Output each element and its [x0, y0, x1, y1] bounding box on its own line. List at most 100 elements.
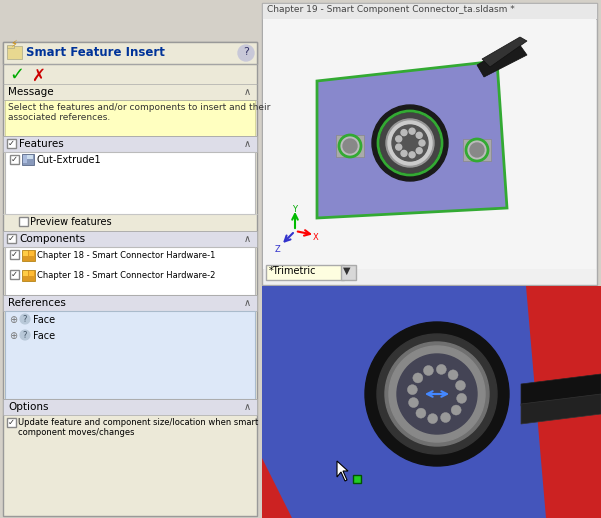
Circle shape [413, 373, 423, 383]
Text: ✗: ✗ [31, 67, 45, 85]
Bar [7, 234, 16, 243]
Polygon shape [262, 458, 292, 518]
Circle shape [470, 143, 484, 157]
Text: Chapter 18 - Smart Connector Hardware-2: Chapter 18 - Smart Connector Hardware-2 [37, 271, 215, 280]
Bar [336, 135, 364, 157]
Circle shape [409, 397, 418, 408]
Circle shape [372, 105, 448, 181]
Circle shape [409, 128, 415, 134]
Bar [5, 247, 255, 295]
Bar [5, 152, 255, 214]
Text: ?: ? [243, 47, 249, 57]
Circle shape [392, 125, 428, 161]
Circle shape [456, 380, 466, 391]
Text: Smart Feature Insert: Smart Feature Insert [26, 46, 165, 59]
Text: ✓: ✓ [8, 234, 15, 243]
Bar [7, 418, 16, 427]
Text: ✓: ✓ [11, 270, 18, 279]
Polygon shape [317, 61, 507, 218]
Text: ?: ? [22, 315, 26, 324]
Circle shape [20, 314, 30, 324]
Circle shape [343, 139, 357, 153]
Text: ⊕: ⊕ [9, 331, 17, 341]
Circle shape [407, 385, 417, 395]
Circle shape [386, 119, 434, 167]
Bar [3, 295, 257, 311]
Polygon shape [337, 461, 348, 481]
Circle shape [451, 405, 461, 415]
Bar [22, 154, 34, 165]
Circle shape [385, 342, 489, 446]
Circle shape [448, 370, 458, 380]
Bar [262, 3, 597, 19]
Bar [10, 250, 19, 259]
Text: ∧: ∧ [244, 234, 251, 244]
Polygon shape [521, 374, 601, 406]
Bar [29, 271, 34, 276]
Text: ✓: ✓ [11, 155, 18, 164]
Circle shape [401, 150, 407, 156]
Circle shape [388, 121, 432, 165]
Bar [5, 311, 255, 399]
Text: Features: Features [19, 139, 64, 149]
Text: Select the features and/or components to insert and their
associated references.: Select the features and/or components to… [8, 103, 270, 122]
Circle shape [339, 135, 361, 157]
Circle shape [377, 334, 497, 454]
Bar [341, 265, 356, 280]
Bar [3, 42, 257, 64]
Polygon shape [521, 394, 601, 424]
Bar [3, 231, 257, 247]
Text: ∧: ∧ [244, 139, 251, 149]
Circle shape [436, 364, 447, 375]
Circle shape [457, 393, 466, 404]
Circle shape [409, 152, 415, 158]
Circle shape [397, 354, 477, 434]
Bar [27, 155, 33, 159]
Text: ∧: ∧ [244, 298, 251, 308]
Bar [10, 270, 19, 279]
Bar [463, 139, 491, 161]
Circle shape [416, 408, 426, 418]
Bar [3, 399, 257, 415]
Circle shape [416, 132, 422, 138]
Text: ✓: ✓ [8, 139, 15, 148]
Text: Components: Components [19, 234, 85, 244]
Circle shape [389, 346, 485, 442]
Bar [19, 217, 28, 226]
Text: Face: Face [33, 315, 55, 325]
Bar [262, 286, 601, 518]
Text: X: X [313, 233, 319, 242]
Circle shape [428, 413, 438, 424]
Polygon shape [526, 286, 601, 518]
Text: ∧: ∧ [244, 402, 251, 412]
Bar [7, 139, 16, 148]
Polygon shape [482, 37, 527, 67]
Text: *Trimetric: *Trimetric [269, 266, 317, 276]
Text: Update feature and component size/location when smart
component moves/changes: Update feature and component size/locati… [18, 418, 258, 437]
Bar [3, 42, 257, 516]
Text: Chapter 18 - Smart Connector Hardware-1: Chapter 18 - Smart Connector Hardware-1 [37, 251, 215, 260]
Text: ∧: ∧ [244, 87, 251, 97]
Circle shape [365, 322, 509, 466]
Bar [353, 475, 361, 483]
Bar [7, 46, 22, 59]
Text: ⚡: ⚡ [10, 39, 17, 49]
Circle shape [466, 139, 488, 161]
Bar [3, 136, 257, 152]
Circle shape [401, 130, 407, 136]
Bar [22, 250, 35, 261]
Circle shape [416, 148, 422, 154]
Text: ✓: ✓ [11, 250, 18, 259]
Circle shape [238, 45, 254, 61]
Text: Preview features: Preview features [30, 217, 112, 227]
Bar [5, 100, 255, 136]
Text: Face: Face [33, 331, 55, 341]
Text: ⊕: ⊕ [9, 315, 17, 325]
Text: Chapter 19 - Smart Component Connector_ta.sldasm *: Chapter 19 - Smart Component Connector_t… [267, 5, 514, 14]
Circle shape [380, 113, 440, 173]
Text: ✓: ✓ [8, 418, 15, 427]
Text: ✓: ✓ [9, 66, 24, 84]
Bar [266, 265, 344, 280]
Circle shape [20, 330, 30, 340]
Circle shape [395, 136, 401, 142]
